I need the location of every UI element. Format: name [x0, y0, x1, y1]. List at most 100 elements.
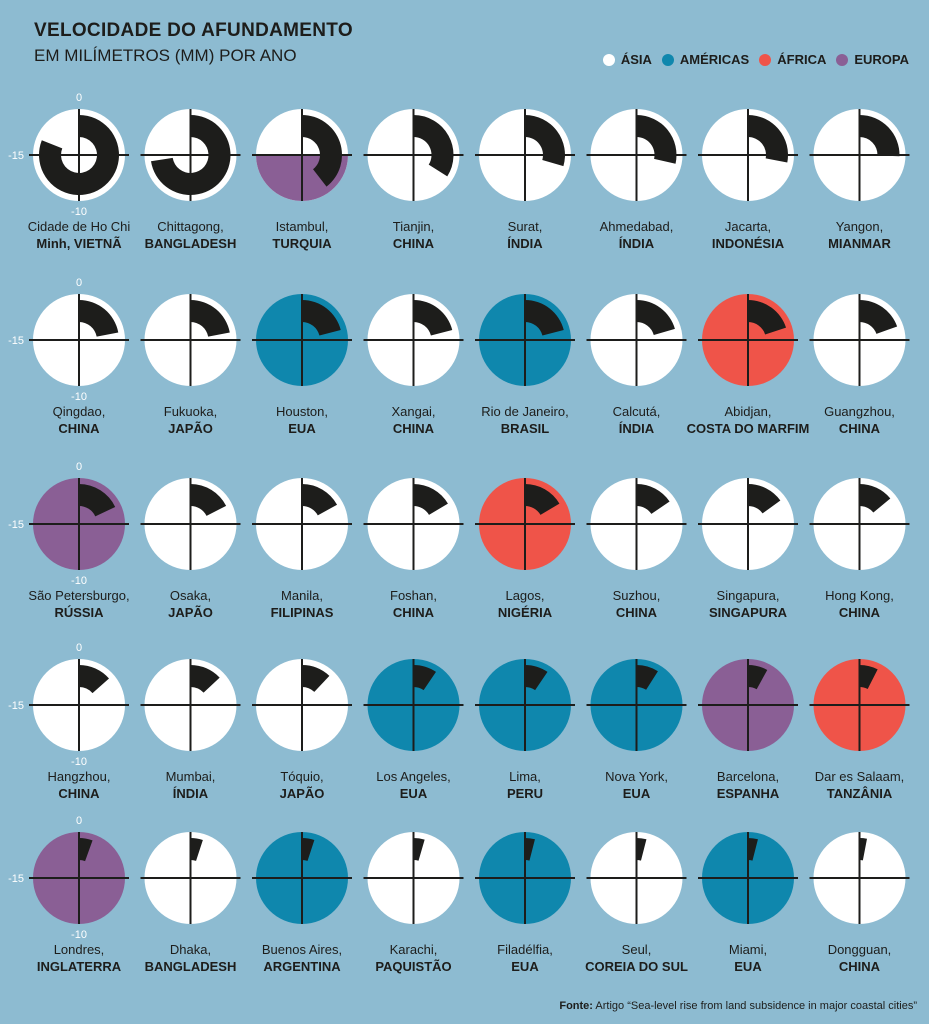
country-name: PAQUISTÃO: [375, 959, 451, 974]
subsidence-bar: [859, 838, 867, 861]
country-name: JAPÃO: [168, 605, 213, 620]
country-name: TANZÂNIA: [827, 786, 893, 801]
city-chart: Hong Kong, CHINA: [809, 478, 910, 620]
chart-title: VELOCIDADE DO AFUNDAMENTO: [34, 20, 353, 41]
city-name: Chittagong,: [157, 219, 224, 234]
city-name: Osaka,: [170, 588, 211, 603]
city-chart: Dar es Salaam, TANZÂNIA: [809, 659, 910, 801]
country-name: BANGLADESH: [145, 959, 237, 974]
city-name: Dhaka,: [170, 942, 211, 957]
legend-label-asia: ÁSIA: [620, 52, 652, 67]
axis-label-bottom: -10: [71, 575, 87, 587]
city-name: Abidjan,: [725, 404, 772, 419]
source-note: Fonte: Artigo “Sea-level rise from land …: [559, 1000, 917, 1012]
city-name: Tóquio,: [280, 769, 323, 784]
country-name: FILIPINAS: [271, 605, 334, 620]
city-chart: Singapura, SINGAPURA: [698, 478, 798, 620]
city-chart: -5 Chittagong, BANGLADESH: [140, 109, 241, 251]
subsidence-bar: [150, 115, 231, 195]
city-chart: Houston, EUA: [252, 294, 352, 436]
axis-label-top: 0: [76, 92, 82, 104]
country-name: EUA: [734, 959, 762, 974]
city-chart: Karachi, PAQUISTÃO: [363, 832, 464, 974]
axis-label-bottom: -10: [71, 756, 87, 768]
city-name: São Petersburgo,: [28, 588, 129, 603]
country-name: JAPÃO: [168, 421, 213, 436]
subsidence-bar: [413, 665, 436, 691]
subsidence-bar: [413, 115, 454, 177]
subsidence-bar: [748, 838, 758, 861]
subsidence-bar: [525, 665, 548, 691]
city-chart: Seul, COREIA DO SUL: [585, 832, 688, 974]
city-name: Qingdao,: [53, 404, 106, 419]
country-name: EUA: [288, 421, 316, 436]
subsidence-bar: [302, 484, 338, 516]
country-name: CHINA: [58, 421, 100, 436]
source-text: Artigo “Sea-level rise from land subside…: [595, 1000, 917, 1012]
subsidence-bar: [748, 300, 787, 335]
city-chart: Tóquio, JAPÃO: [252, 659, 352, 801]
axis-label-bottom: -10: [71, 929, 87, 941]
country-name: RÚSSIA: [54, 605, 104, 620]
city-name: Foshan,: [390, 588, 437, 603]
axis-label-top: 0: [76, 642, 82, 654]
axis-label-left: -15: [8, 700, 24, 712]
city-chart: Nova York, EUA: [586, 659, 687, 801]
chart-subtitle: EM MILÍMETROS (MM) POR ANO: [34, 46, 297, 65]
subsidence-bar: [302, 665, 330, 692]
country-name: CHINA: [839, 421, 881, 436]
axis-label-right: -5: [147, 692, 157, 704]
subsidence-bar: [525, 115, 565, 167]
country-name: NIGÉRIA: [498, 605, 553, 620]
city-name: Lagos,: [505, 588, 544, 603]
city-name: Filadélfia,: [497, 942, 553, 957]
subsidence-bar: [636, 484, 670, 514]
city-chart: Tianjin, CHINA: [363, 109, 464, 251]
country-name: CHINA: [616, 605, 658, 620]
country-name: ESPANHA: [717, 786, 780, 801]
city-chart: Dongguan, CHINA: [809, 832, 910, 974]
subsidence-bar: [302, 300, 341, 336]
subsidence-bar: [636, 114, 677, 164]
city-chart: Filadélfia, EUA: [475, 832, 575, 974]
country-name: ÍNDIA: [507, 236, 543, 251]
city-chart: -5 Fukuoka, JAPÃO: [140, 294, 241, 436]
source-label: Fonte:: [559, 1000, 593, 1012]
city-chart: Los Angeles, EUA: [363, 659, 464, 801]
country-name: COSTA DO MARFIM: [687, 421, 810, 436]
legend-swatch-americas: [661, 53, 674, 66]
subsidence-bar: [525, 838, 535, 861]
city-name: Xangai,: [391, 404, 435, 419]
legend-swatch-africa: [759, 53, 772, 66]
city-chart: Buenos Aires, ARGENTINA: [252, 832, 352, 974]
country-name: COREIA DO SUL: [585, 959, 688, 974]
legend-label-africa: ÁFRICA: [777, 52, 827, 67]
country-name: Minh, VIETNÃ: [36, 236, 122, 251]
country-name: CHINA: [839, 605, 881, 620]
subsidence-bar: [302, 838, 315, 861]
city-name: Seul,: [622, 942, 652, 957]
city-name: Mumbai,: [166, 769, 216, 784]
city-name: Lima,: [509, 769, 541, 784]
country-name: MIANMAR: [828, 236, 891, 251]
city-chart: Yangon, MIANMAR: [809, 109, 910, 251]
city-name: Surat,: [508, 219, 543, 234]
city-name: Fukuoka,: [164, 404, 217, 419]
city-name: Dar es Salaam,: [815, 769, 905, 784]
country-name: ÍNDIA: [173, 786, 209, 801]
city-name: Tianjin,: [393, 219, 434, 234]
legend-item-americas: AMÉRICAS: [661, 52, 749, 67]
city-chart: Rio de Janeiro, BRASIL: [475, 294, 575, 436]
subsidence-bar: [636, 838, 647, 861]
city-name: Guangzhou,: [824, 404, 895, 419]
city-name: Calcutá,: [613, 404, 661, 419]
subsidence-bar: [79, 838, 93, 862]
axis-label-left: -15: [8, 150, 24, 162]
city-chart: Foshan, CHINA: [363, 478, 464, 620]
subsidence-bar: [636, 300, 675, 335]
city-name: Jacarta,: [725, 219, 771, 234]
axis-label-top: 0: [76, 461, 82, 473]
city-name: Nova York,: [605, 769, 668, 784]
